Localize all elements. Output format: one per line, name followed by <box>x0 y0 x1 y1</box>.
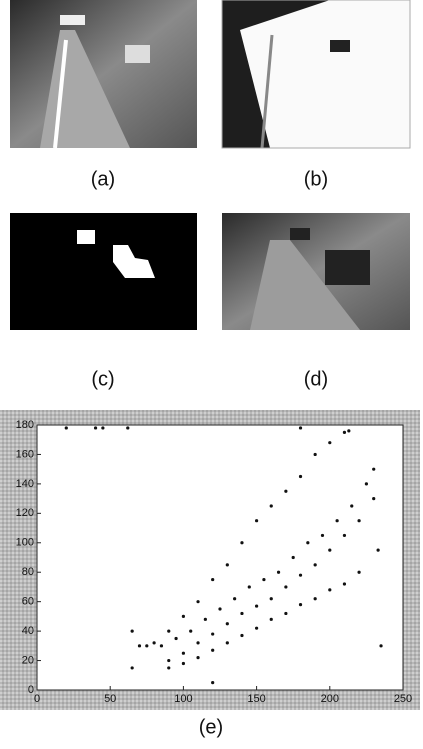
y-tick-label: 100 <box>16 537 34 549</box>
y-tick-label: 120 <box>16 507 34 519</box>
point <box>226 641 229 644</box>
point <box>284 490 287 493</box>
image-d <box>222 213 410 330</box>
x-tick-label: 0 <box>34 693 40 705</box>
point <box>314 563 317 566</box>
point <box>314 453 317 456</box>
point <box>336 519 339 522</box>
point <box>196 641 199 644</box>
y-tick-label: 60 <box>22 596 34 608</box>
panel-caption: (a) <box>91 168 115 190</box>
image-b <box>222 0 410 148</box>
point <box>377 549 380 552</box>
point <box>262 578 265 581</box>
x-tick-label: 200 <box>321 693 339 705</box>
point <box>145 644 148 647</box>
point <box>343 431 346 434</box>
point <box>204 618 207 621</box>
point <box>248 585 251 588</box>
y-tick-label: 20 <box>22 654 34 666</box>
point <box>240 541 243 544</box>
y-tick-label: 180 <box>16 419 34 431</box>
point <box>131 666 134 669</box>
point <box>226 563 229 566</box>
point <box>196 656 199 659</box>
point <box>299 426 302 429</box>
plot-area <box>37 425 403 690</box>
point <box>328 441 331 444</box>
point <box>350 504 353 507</box>
point <box>299 475 302 478</box>
x-tick-label: 100 <box>174 693 192 705</box>
point <box>182 615 185 618</box>
point <box>255 627 258 630</box>
y-tick-label: 140 <box>16 478 34 490</box>
point <box>211 681 214 684</box>
point <box>94 426 97 429</box>
point <box>299 603 302 606</box>
point <box>328 549 331 552</box>
point <box>167 630 170 633</box>
point <box>270 504 273 507</box>
point <box>357 519 360 522</box>
point <box>321 534 324 537</box>
x-tick-label: 50 <box>104 693 116 705</box>
image-a <box>10 0 197 148</box>
point <box>182 652 185 655</box>
y-tick-label: 160 <box>16 448 34 460</box>
point <box>153 641 156 644</box>
point <box>131 630 134 633</box>
point <box>240 634 243 637</box>
point <box>357 571 360 574</box>
panel-caption: (d) <box>304 368 328 390</box>
point <box>343 534 346 537</box>
point <box>372 468 375 471</box>
point <box>379 644 382 647</box>
point <box>126 426 129 429</box>
point <box>101 426 104 429</box>
figure: (a) (b) (c) (d) (e) 0 20 40 60 80 100 120 140 16… <box>0 0 423 744</box>
point <box>196 600 199 603</box>
point <box>138 644 141 647</box>
point <box>218 607 221 610</box>
point <box>189 630 192 633</box>
point <box>182 662 185 665</box>
point <box>211 649 214 652</box>
x-tick-label: 150 <box>247 693 265 705</box>
point <box>299 574 302 577</box>
y-tick-label: 80 <box>22 566 34 578</box>
point <box>270 618 273 621</box>
point <box>372 497 375 500</box>
point <box>292 556 295 559</box>
point <box>167 666 170 669</box>
point <box>167 659 170 662</box>
image-c <box>10 213 197 330</box>
point <box>255 604 258 607</box>
point <box>284 612 287 615</box>
point <box>343 582 346 585</box>
point <box>226 622 229 625</box>
point <box>65 426 68 429</box>
panel-caption: (e) <box>199 716 223 738</box>
point <box>306 541 309 544</box>
x-tick-label: 250 <box>394 693 412 705</box>
point <box>284 585 287 588</box>
point <box>270 597 273 600</box>
point <box>233 597 236 600</box>
point <box>277 571 280 574</box>
point <box>328 588 331 591</box>
point <box>255 519 258 522</box>
point <box>160 644 163 647</box>
point <box>211 632 214 635</box>
point <box>365 482 368 485</box>
point <box>240 612 243 615</box>
y-tick-label: 40 <box>22 625 34 637</box>
point <box>314 597 317 600</box>
panel-caption: (b) <box>304 168 328 190</box>
panel-caption: (c) <box>91 368 114 390</box>
point <box>347 429 350 432</box>
point <box>211 578 214 581</box>
point <box>174 637 177 640</box>
